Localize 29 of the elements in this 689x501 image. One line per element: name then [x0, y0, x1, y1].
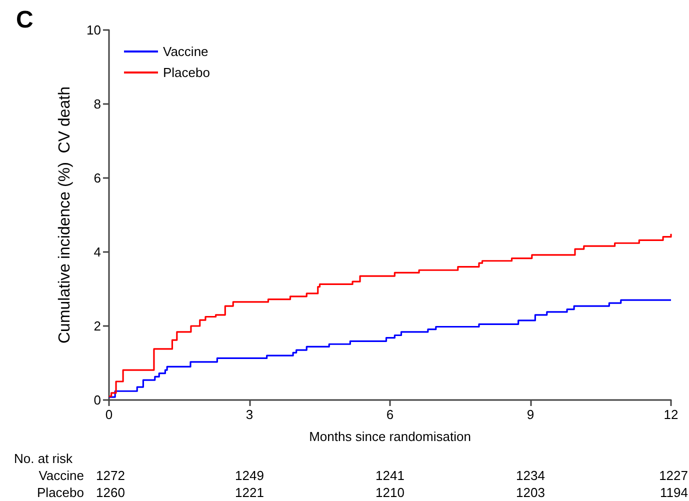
- text: 1241: [376, 468, 404, 483]
- x-axis-title: Months since randomisation: [309, 429, 471, 444]
- x-tick-label: 9: [526, 407, 534, 422]
- text: C: [16, 6, 34, 34]
- y-tick-label: 10: [86, 22, 101, 38]
- y-tick-label: 2: [94, 318, 101, 334]
- y-tick-label: 4: [94, 244, 101, 260]
- text: 1272: [96, 468, 125, 483]
- text: 1249: [235, 468, 264, 483]
- legend-label: Vaccine: [163, 44, 208, 59]
- legend-label: Placebo: [163, 65, 210, 80]
- text: 1210: [376, 485, 404, 500]
- text: No. at risk: [14, 451, 74, 466]
- x-tick-label: 12: [664, 407, 678, 422]
- x-tick-label: 3: [246, 407, 254, 422]
- text: 1221: [235, 485, 264, 500]
- x-tick-label: 0: [105, 407, 113, 422]
- text: 1234: [516, 468, 545, 483]
- y-tick-label: 8: [94, 96, 101, 112]
- text: Vaccine: [38, 468, 84, 483]
- text: 1194: [660, 485, 688, 500]
- text: 1260: [96, 485, 125, 500]
- y-axis-title: Cumulative incidence (%) CV death: [56, 86, 74, 344]
- text: Placebo: [37, 485, 84, 500]
- x-tick-label: 6: [386, 407, 394, 422]
- y-tick-label: 6: [94, 170, 101, 186]
- text: 1227: [659, 468, 688, 483]
- text: 1203: [516, 485, 545, 500]
- y-tick-label: 0: [94, 392, 101, 408]
